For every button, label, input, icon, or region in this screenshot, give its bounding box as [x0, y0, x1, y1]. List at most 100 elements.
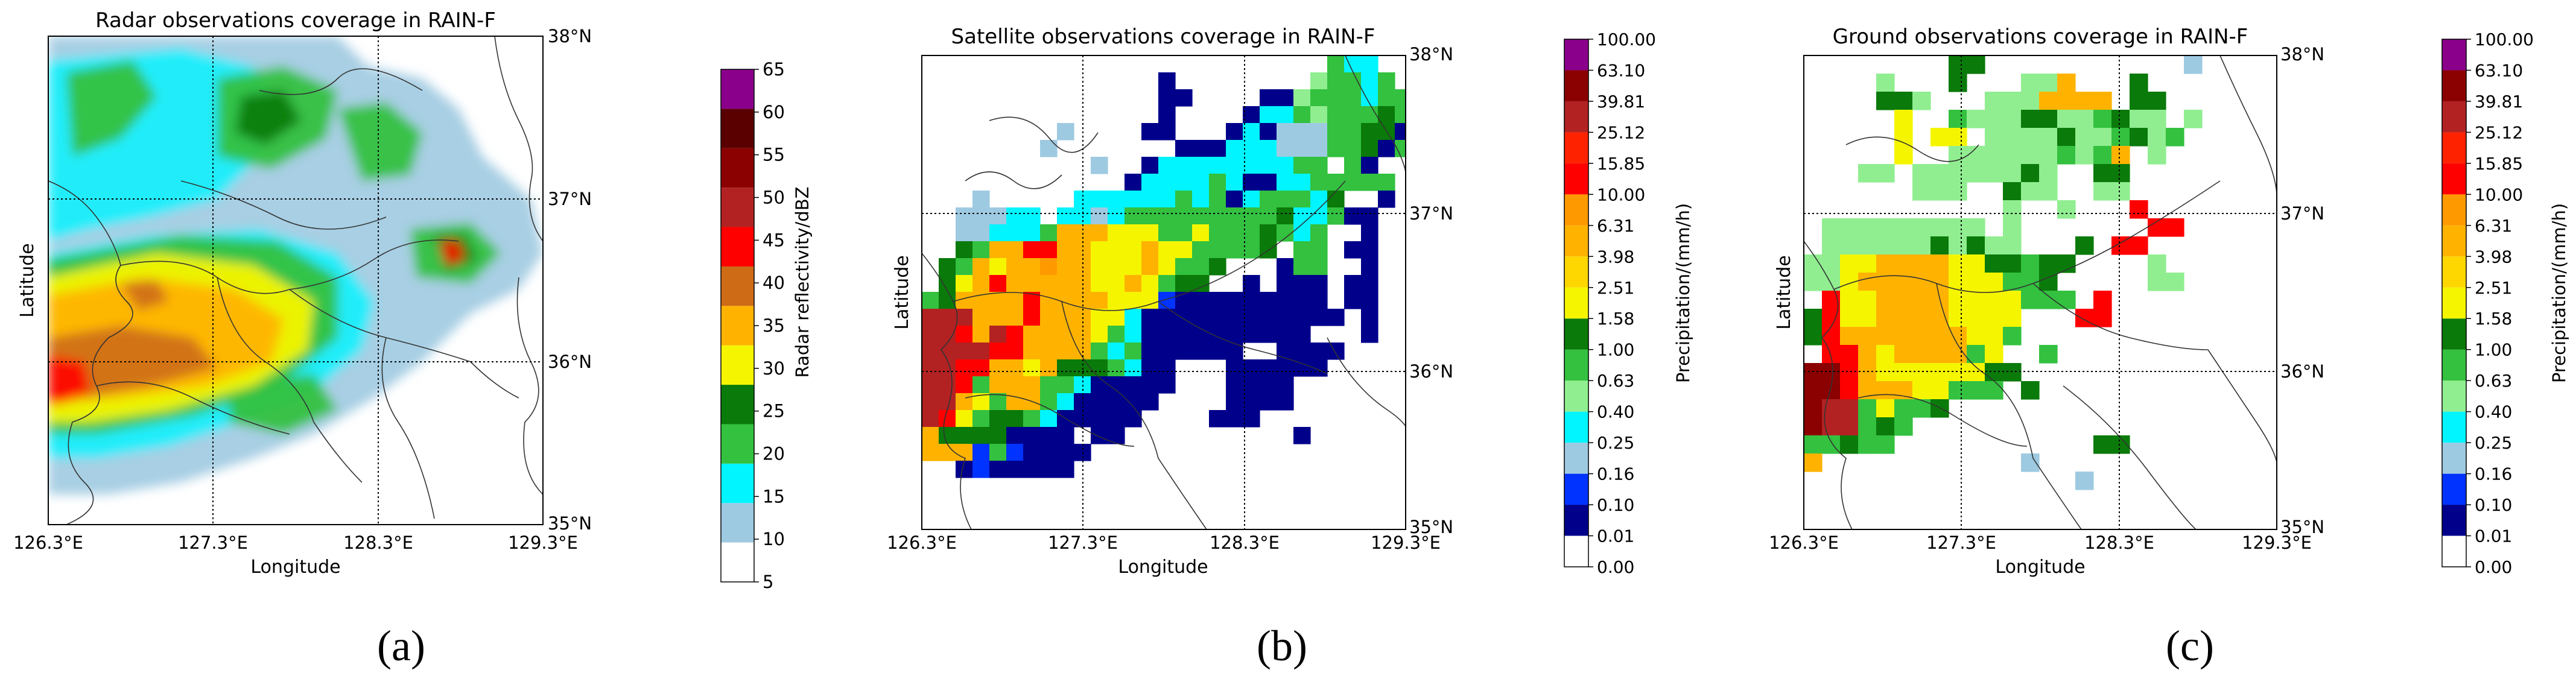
precip-cell [1260, 292, 1277, 309]
precip-cell [2093, 182, 2112, 201]
precip-cell [2111, 128, 2130, 147]
colorbar-tick-label: 60 [763, 102, 785, 122]
precip-cell [1040, 140, 1058, 157]
precip-cell [1277, 258, 1294, 276]
precip-cell [1822, 254, 1841, 273]
colorbar-swatch [721, 424, 754, 464]
colorbar-tick-label: 1.58 [2475, 309, 2512, 329]
precip-cell [1006, 444, 1024, 461]
panel-b-xlabel: Longitude [1118, 557, 1208, 578]
precip-cell [956, 326, 973, 343]
precip-cell [1327, 123, 1345, 141]
precip-cell [2021, 164, 2040, 183]
precip-cell [1057, 444, 1074, 461]
precip-cell [2093, 146, 2112, 165]
precip-cell [1912, 291, 1931, 309]
precip-cell [2075, 472, 2094, 490]
precip-cell [1930, 399, 1949, 418]
precip-cell [1125, 241, 1142, 259]
precip-cell [1310, 123, 1328, 141]
precip-cell [1260, 191, 1277, 208]
precip-cell [1040, 410, 1058, 428]
colorbar-tick-label: 45 [763, 230, 785, 250]
colorbar-swatch [1564, 225, 1588, 257]
precip-cell [1912, 309, 1931, 327]
colorbar-swatch [721, 227, 754, 267]
precip-cell [1226, 140, 1243, 157]
precip-cell [1361, 241, 1378, 259]
precip-cell [1293, 275, 1311, 292]
precip-cell [1260, 174, 1277, 191]
colorbar-tick-label: 0.63 [1597, 371, 1634, 391]
precip-cell [1006, 359, 1024, 377]
precip-cell [989, 241, 1007, 259]
precip-cell [1985, 327, 2003, 346]
precip-cell [939, 393, 956, 411]
precip-cell [1158, 72, 1176, 90]
colorbar-swatch [2442, 287, 2466, 319]
precip-cell [1293, 258, 1311, 276]
precip-cell [1226, 241, 1243, 259]
colorbar-tick-label: 15 [763, 486, 785, 507]
precip-cell [1006, 258, 1024, 276]
panel-b-caption: (b) [1257, 622, 1307, 670]
colorbar-tick-label: 50 [763, 188, 785, 208]
precip-cell [1175, 207, 1193, 225]
colorbar-tick-label: 6.31 [2475, 216, 2512, 236]
precip-cell [1158, 123, 1176, 141]
colorbar-tick-label: 1.00 [2475, 340, 2512, 360]
precip-cell [1158, 207, 1176, 225]
precip-cell [1006, 207, 1024, 225]
precip-cell [939, 343, 956, 360]
precip-cell [1930, 164, 1949, 183]
precip-cell [2093, 164, 2112, 183]
precip-cell [2039, 128, 2058, 147]
precip-cell [1209, 207, 1226, 225]
precip-cell [1158, 275, 1176, 292]
precip-cell [922, 393, 939, 411]
precip-cell [1209, 174, 1226, 191]
colorbar-tick-label: 0.00 [2475, 557, 2512, 577]
precip-cell [1876, 381, 1895, 400]
precip-cell [1091, 309, 1108, 326]
precip-cell [2021, 453, 2040, 472]
precip-cell [1158, 89, 1176, 107]
precip-cell [1243, 174, 1260, 191]
panel-a-ytick-0: 35°N [548, 513, 592, 534]
precip-cell [1209, 157, 1226, 174]
precip-cell [1293, 292, 1311, 309]
precip-cell [1192, 174, 1210, 191]
colorbar-tick-label: 100.00 [1597, 30, 1656, 49]
precip-cell [1985, 363, 2003, 382]
precip-cell [1894, 363, 1913, 382]
precip-cell [1912, 381, 1931, 400]
precip-cell [1858, 381, 1877, 400]
precip-cell [2057, 110, 2076, 128]
panel-a-xtick-3: 129.3°E [508, 532, 578, 553]
precip-cell [1361, 224, 1378, 242]
colorbar-swatch [2442, 505, 2466, 536]
colorbar-tick-label: 10.00 [1597, 185, 1645, 204]
precip-cell [2075, 236, 2094, 255]
colorbar-tick-label: 10.00 [2475, 185, 2523, 204]
precip-cell [956, 376, 973, 394]
precip-cell [1361, 258, 1378, 276]
precip-cell [1108, 326, 1125, 343]
precip-cell [2093, 128, 2112, 147]
panel-a-ylabel: Latitude [17, 243, 38, 317]
precip-cell [1141, 258, 1159, 276]
precip-cell [2003, 236, 2022, 255]
precip-cell [1912, 182, 1931, 201]
panel-c-xtick-2: 128.3°E [2084, 532, 2154, 553]
precip-cell [1327, 106, 1345, 124]
precip-cell [1894, 146, 1913, 165]
precip-cell [2130, 92, 2148, 110]
precip-cell [1243, 376, 1260, 394]
precip-cell [1006, 343, 1024, 360]
precip-cell [939, 444, 956, 461]
colorbar-swatch [2442, 318, 2466, 350]
precip-cell [1894, 110, 1913, 128]
precip-cell [1040, 309, 1058, 326]
colorbar-swatch [2442, 101, 2466, 133]
colorbar-tick-label: 1.58 [1597, 309, 1634, 329]
